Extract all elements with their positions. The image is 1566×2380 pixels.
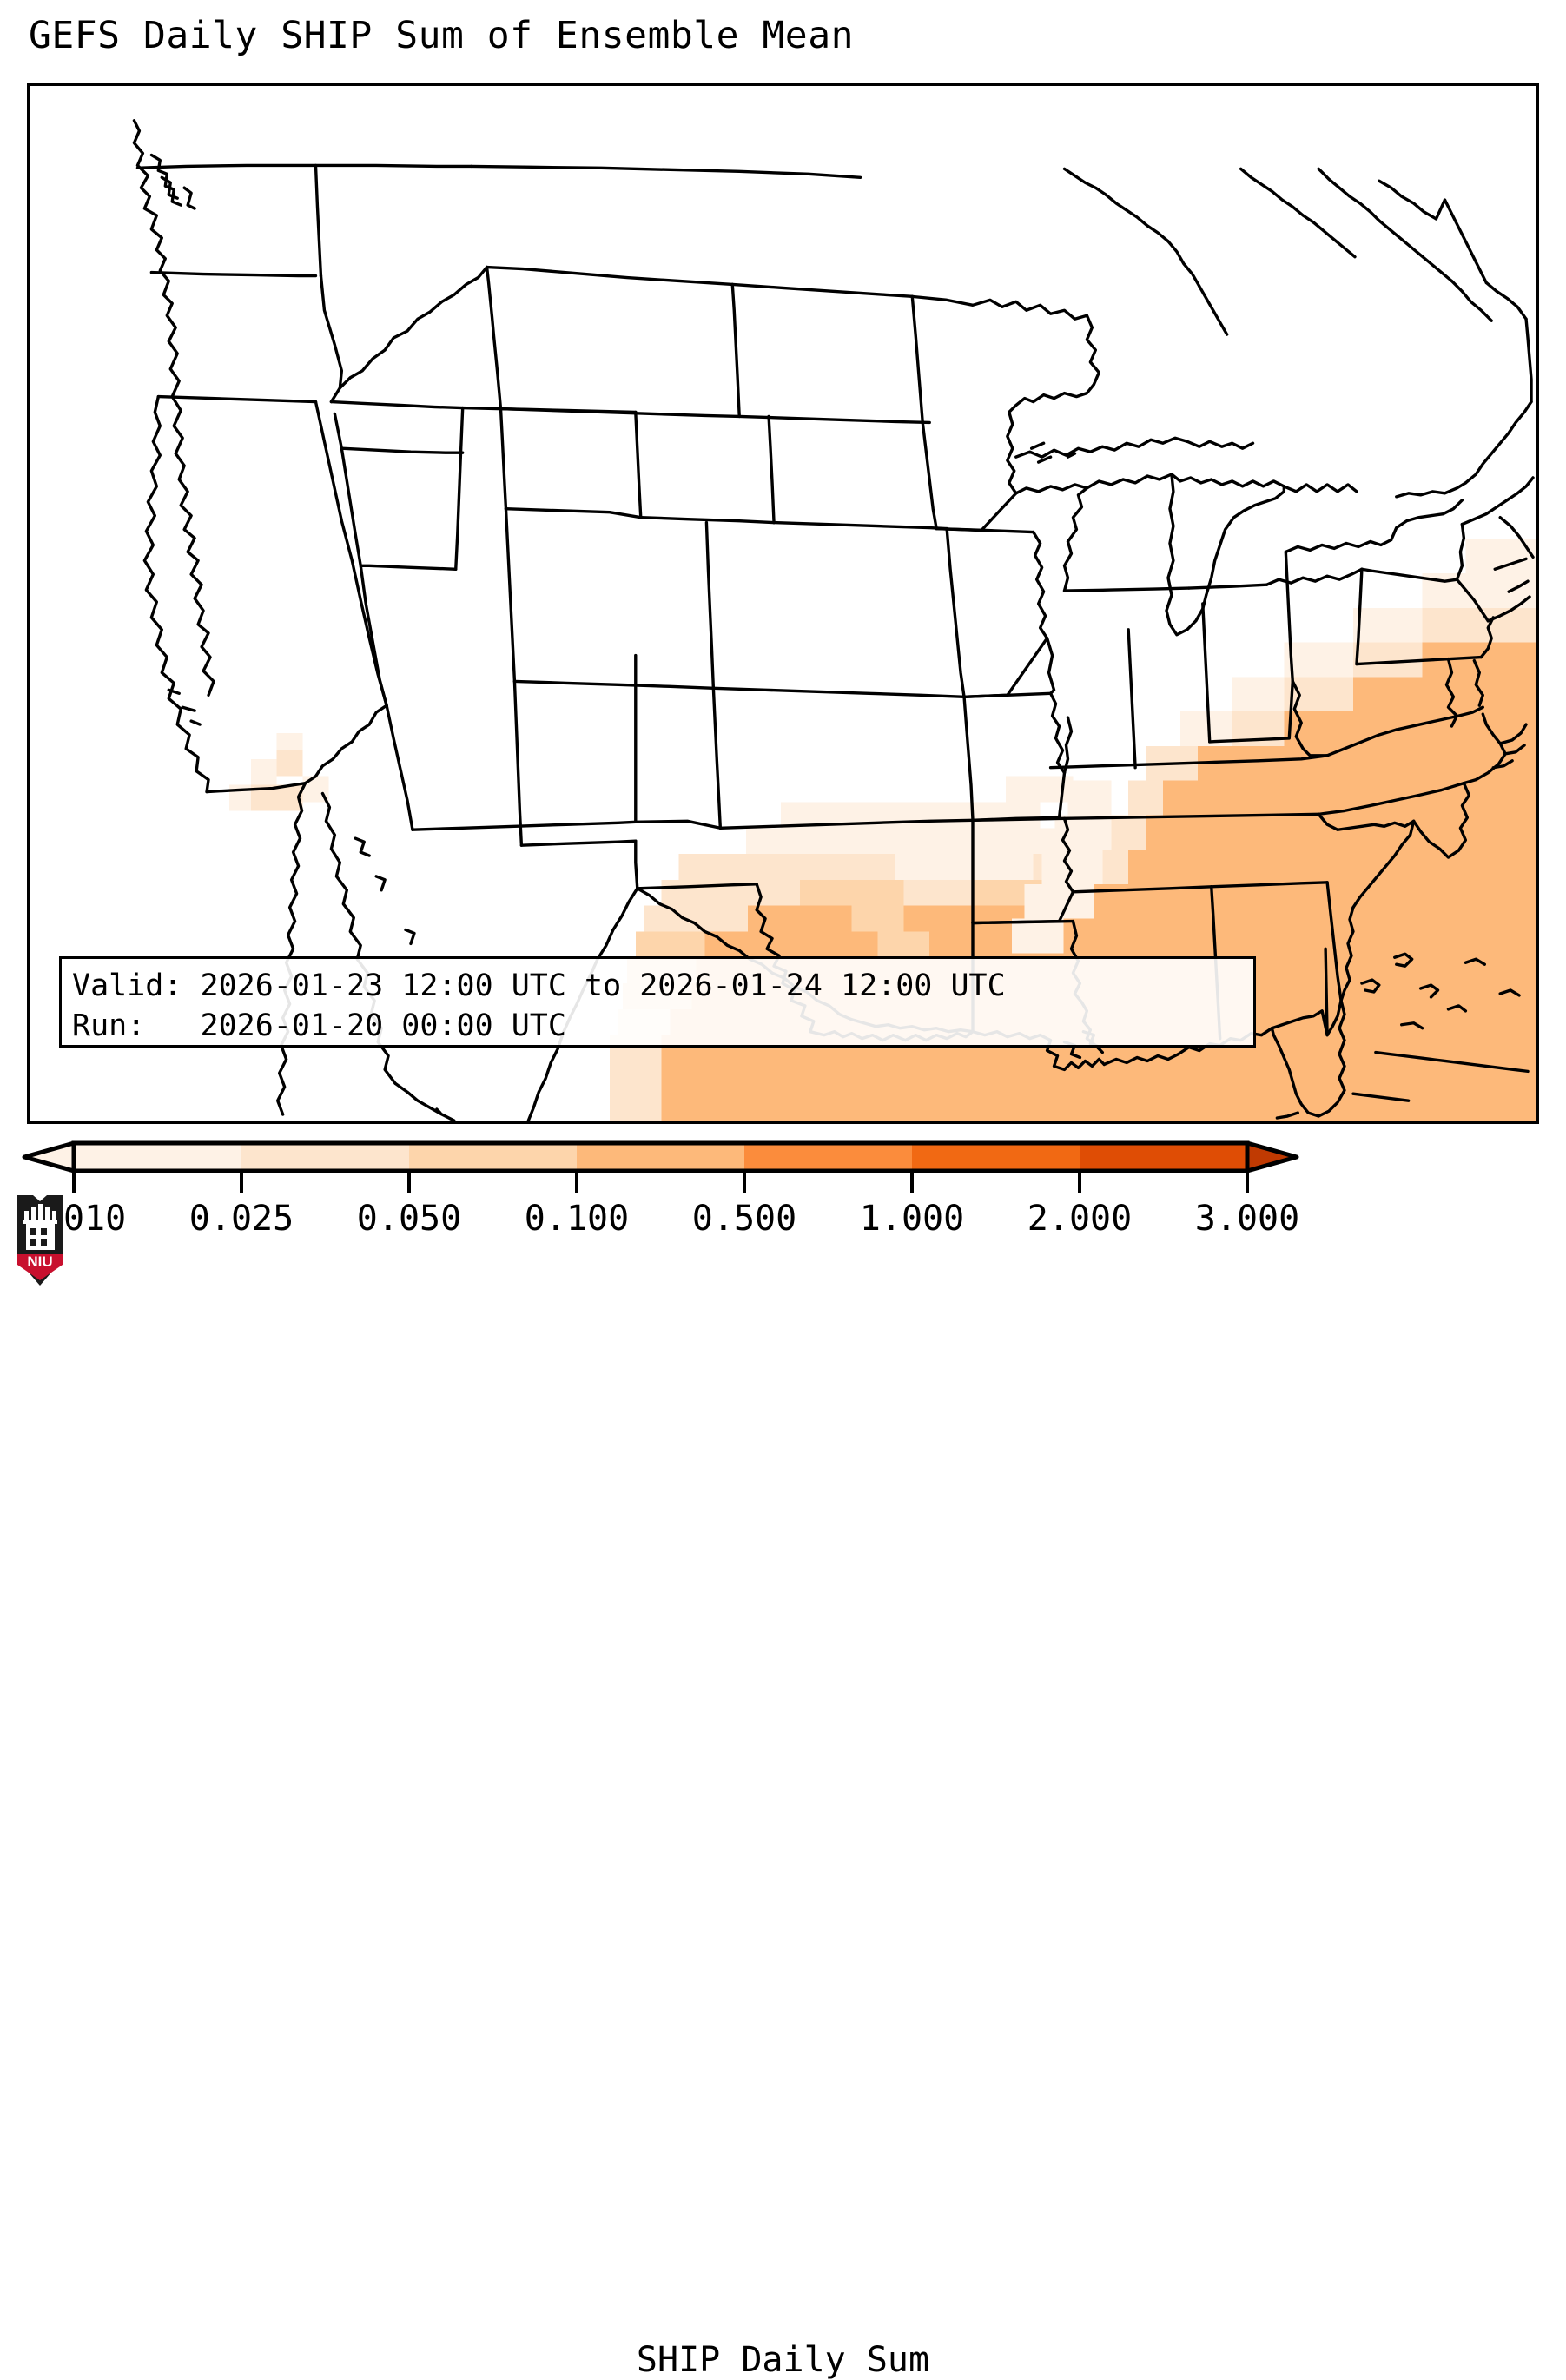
colorbar-axis-label: SHIP Daily Sum xyxy=(636,2340,930,2380)
colorbar: 0.010 0.025 0.050 0.100 0.500 1.000 2.00… xyxy=(22,1140,1299,1239)
cb-tick-1: 0.025 xyxy=(189,1199,294,1239)
colorbar-panel: 0.010 0.025 0.050 0.100 0.500 1.000 2.00… xyxy=(0,1124,1566,2380)
forecast-info-box: Valid: 2026-01-23 12:00 UTC to 2026-01-2… xyxy=(59,956,1256,1048)
run-time-line: Run: 2026-01-20 00:00 UTC xyxy=(72,1008,566,1043)
map-panel: Valid: 2026-01-23 12:00 UTC to 2026-01-2… xyxy=(27,83,1539,1124)
cb-tick-2: 0.050 xyxy=(357,1199,461,1239)
cb-tick-6: 2.000 xyxy=(1027,1199,1132,1239)
cb-tick-5: 1.000 xyxy=(860,1199,964,1239)
cb-tick-3: 0.100 xyxy=(525,1199,629,1239)
map-outlines xyxy=(132,119,1535,1121)
niu-logo-text: NIU xyxy=(27,1253,52,1270)
page-title: GEFS Daily SHIP Sum of Ensemble Mean xyxy=(29,14,854,57)
valid-time-line: Valid: 2026-01-23 12:00 UTC to 2026-01-2… xyxy=(72,969,1006,1003)
niu-logo: NIU xyxy=(17,1195,63,1286)
cb-tick-7: 3.000 xyxy=(1195,1199,1299,1239)
cb-tick-4: 0.500 xyxy=(692,1199,796,1239)
